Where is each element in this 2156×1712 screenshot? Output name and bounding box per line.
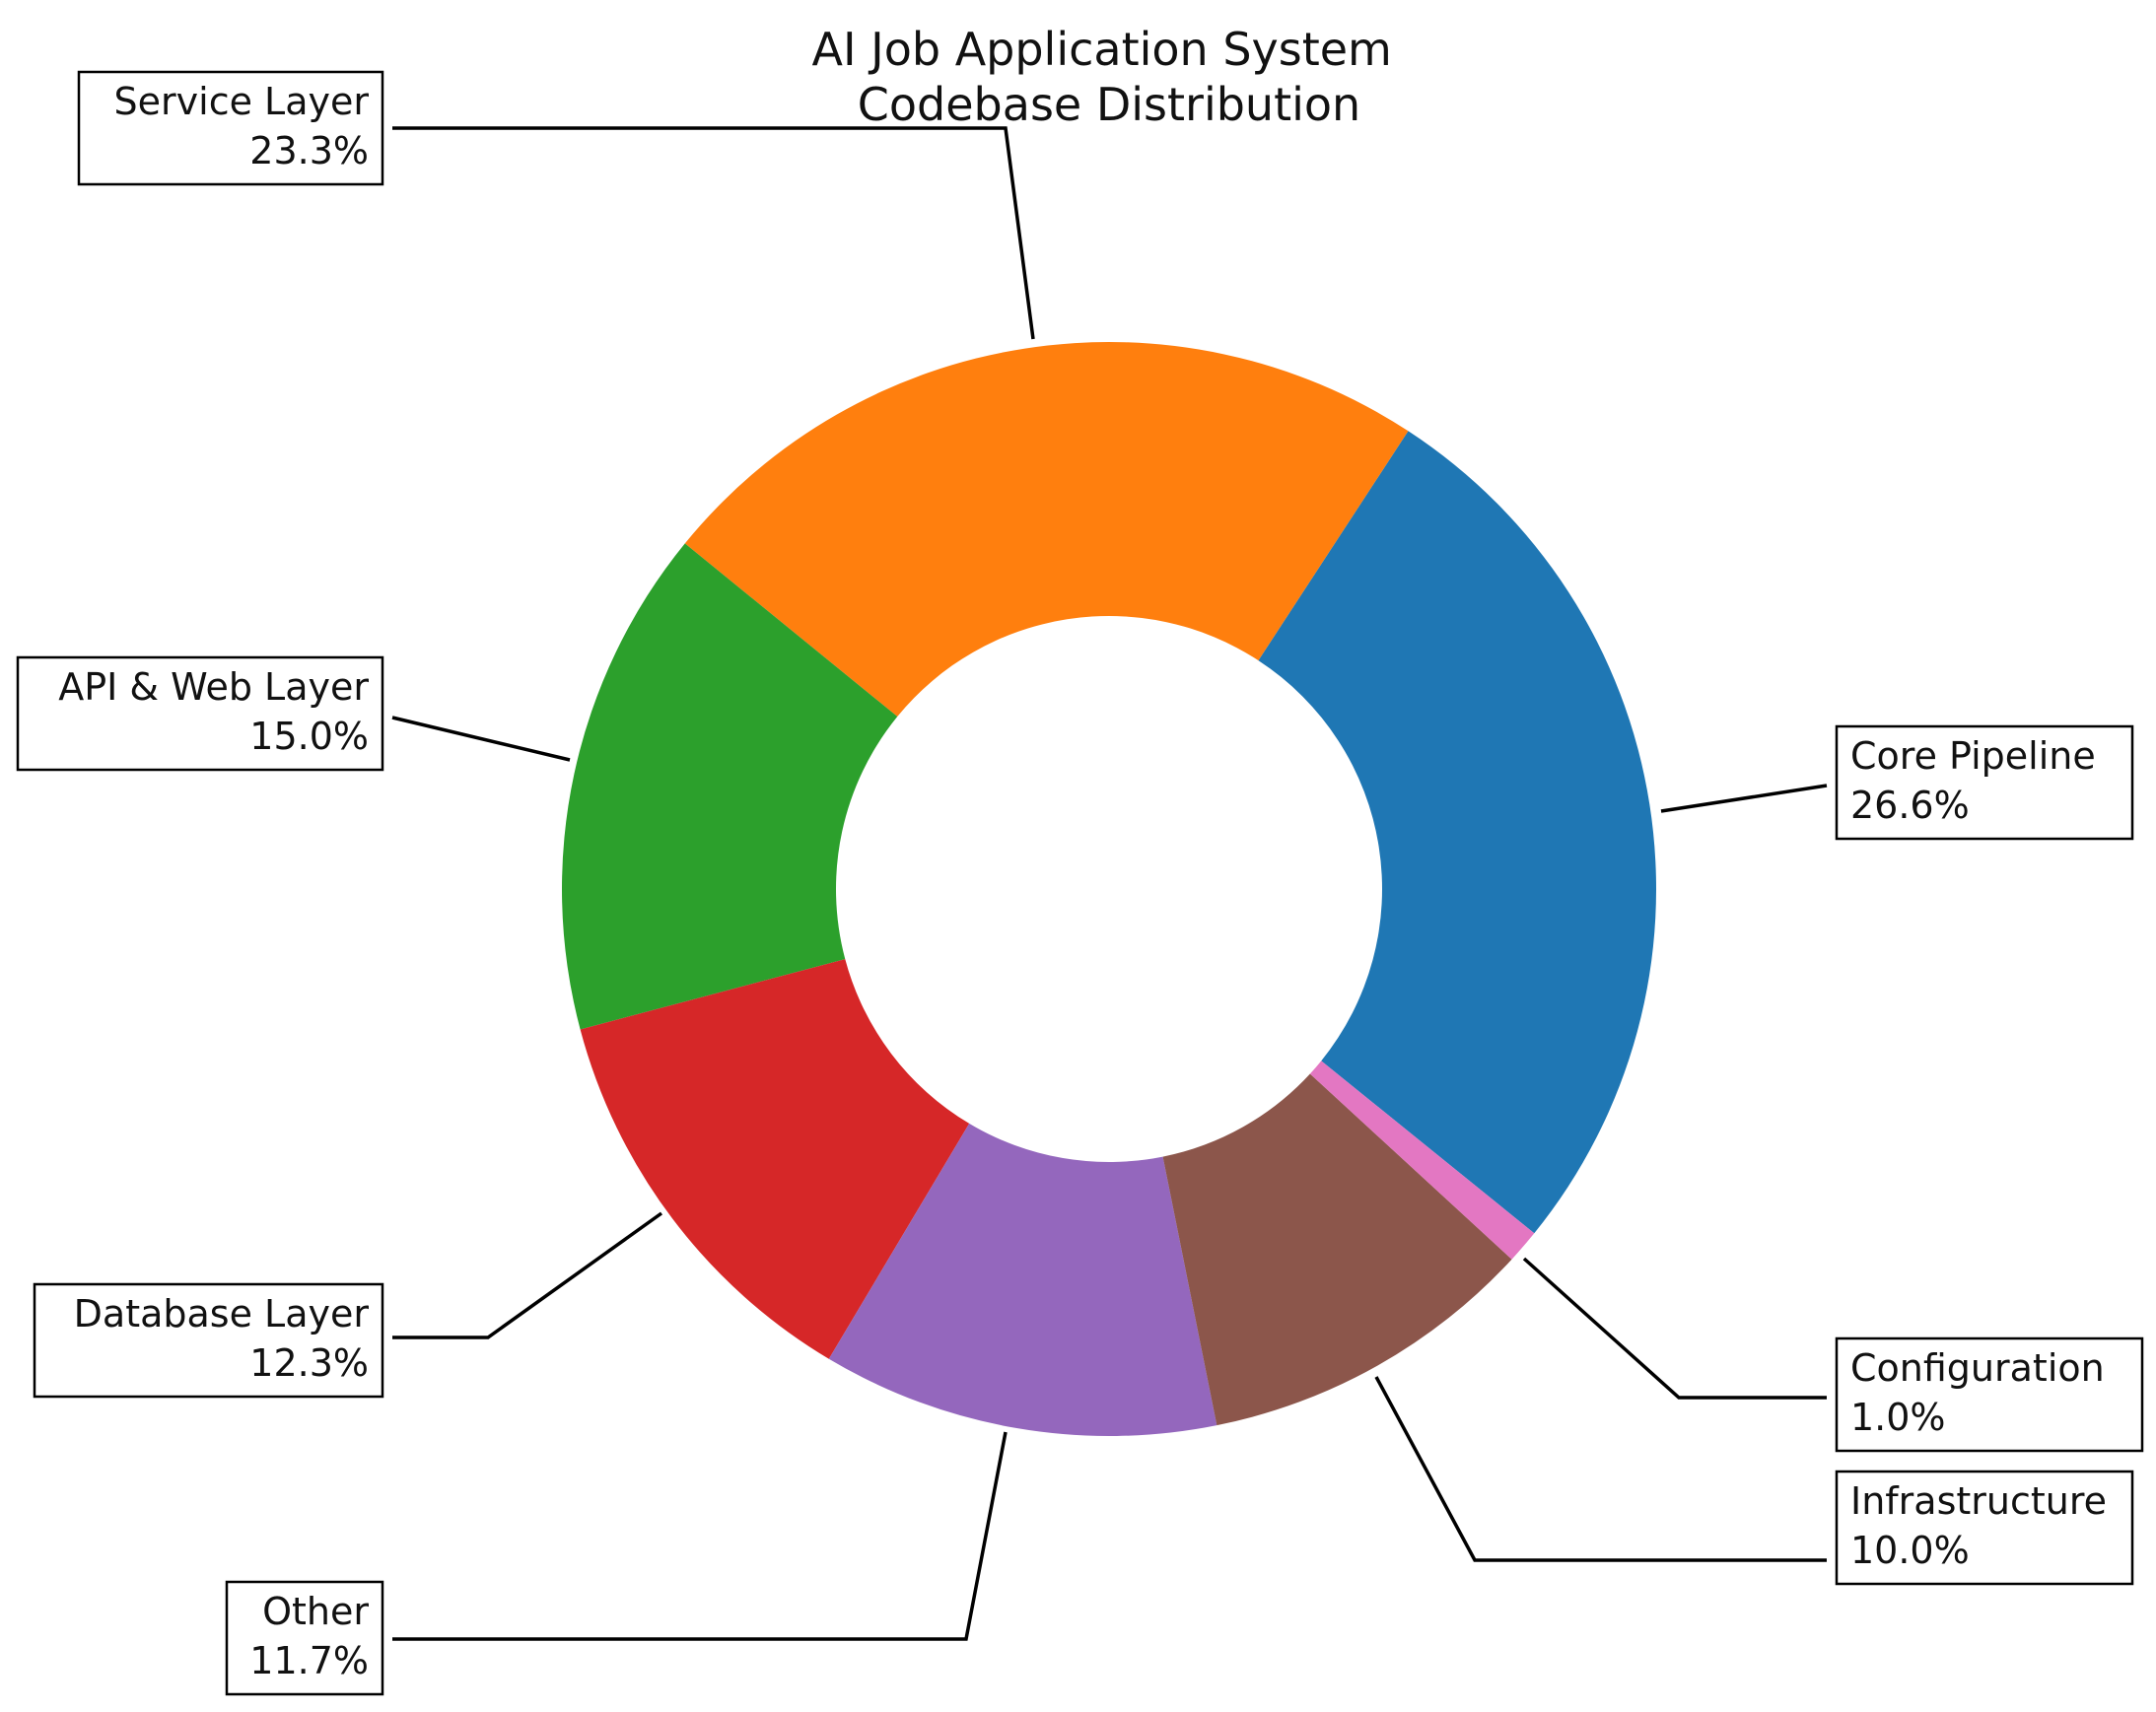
- label-box: [225, 1580, 384, 1696]
- label-percent: 1.0%: [1850, 1396, 1946, 1439]
- label-category: Configuration: [1850, 1346, 2105, 1390]
- leader-line-other: [392, 1431, 1008, 1641]
- label-percent: 26.6%: [1850, 784, 1970, 827]
- slice-other: [828, 1123, 1217, 1436]
- label-configuration: Configuration 1.0%: [1835, 1336, 2144, 1453]
- label-box: [1835, 1470, 2134, 1586]
- leader-line-configuration: [1522, 1257, 1827, 1400]
- label-api-web-layer: API & Web Layer 15.0%: [16, 655, 384, 772]
- label-service-layer: Service Layer 23.3%: [77, 70, 384, 186]
- label-percent: 23.3%: [249, 129, 369, 172]
- slice-api-web-layer: [562, 543, 898, 1030]
- label-percent: 11.7%: [249, 1639, 369, 1682]
- label-percent: 12.3%: [249, 1341, 369, 1385]
- label-category: Database Layer: [74, 1292, 370, 1335]
- label-category: Core Pipeline: [1850, 734, 2096, 778]
- label-category: Service Layer: [114, 80, 370, 123]
- chart-title-line-1: AI Job Application System: [812, 23, 1392, 76]
- label-box: [16, 655, 384, 772]
- slice-labels: Core Pipeline 26.6% Service Layer 23.3% API …: [16, 70, 2144, 1696]
- label-box: [1835, 1336, 2144, 1453]
- label-core-pipeline: Core Pipeline 26.6%: [1835, 724, 2134, 841]
- chart-title: AI Job Application System Codebase Distr…: [812, 23, 1407, 131]
- leader-line-core-pipeline: [1660, 784, 1828, 813]
- label-category: Infrastructure: [1850, 1479, 2107, 1523]
- label-infrastructure: Infrastructure 10.0%: [1835, 1470, 2134, 1586]
- label-box: [1835, 724, 2134, 841]
- donut-slices: [562, 342, 1657, 1436]
- slice-configuration: [1309, 1061, 1535, 1260]
- slice-service-layer: [684, 342, 1409, 718]
- leader-line-service-layer: [392, 126, 1035, 340]
- leader-line-infrastructure: [1374, 1376, 1827, 1562]
- chart-title-line-2: Codebase Distribution: [858, 78, 1360, 131]
- slice-core-pipeline: [1258, 431, 1657, 1234]
- slice-database-layer: [580, 959, 970, 1359]
- label-database-layer: Database Layer 12.3%: [33, 1282, 384, 1399]
- leader-line-database-layer: [392, 1211, 663, 1339]
- slice-infrastructure: [1162, 1073, 1512, 1426]
- label-category: Other: [262, 1590, 369, 1633]
- leader-lines: [391, 126, 1828, 1641]
- label-percent: 10.0%: [1850, 1529, 1970, 1572]
- label-box: [33, 1282, 384, 1399]
- label-other: Other 11.7%: [225, 1580, 384, 1696]
- label-category: API & Web Layer: [58, 665, 369, 709]
- label-box: [77, 70, 384, 186]
- label-percent: 15.0%: [249, 715, 369, 758]
- leader-line-api-web-layer: [391, 716, 571, 762]
